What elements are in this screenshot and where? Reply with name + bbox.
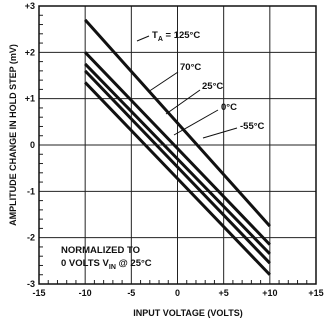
y-tick-label: +2 [25,47,35,57]
x-tick-label: 0 [175,288,180,298]
ann-125-value: = 125°C [163,30,200,41]
series-line-1 [84,18,271,228]
annotation-25: 25°C [165,81,223,115]
x-tick-label: +10 [262,288,277,298]
y-tick-label: +1 [25,94,35,104]
x-axis-title: INPUT VOLTAGE (VOLTS) [133,308,243,318]
norm-line-1: NORMALIZED TO [61,245,140,256]
plot-frame [38,5,317,285]
norm-line-2-sub: IN [109,264,116,271]
svg-text:0 VOLTS VIN @ 25°C: 0 VOLTS VIN @ 25°C [61,258,152,271]
x-tick-label: -10 [79,288,92,298]
series-line-2 [84,51,271,246]
ann-0-label: 0°C [221,102,237,113]
ann-minus55-label: -55°C [240,121,265,132]
norm-line-2b: @ 25°C [116,258,152,269]
y-tick-label: +3 [25,1,35,11]
series-line-5 [84,81,271,276]
tick-labels: -15 -10 -5 0 +5 +10 +15-3-2-10+1+2+3 [25,1,324,298]
series-group [84,18,271,276]
x-tick-label: -5 [127,288,135,298]
y-axis-title: AMPLITUDE CHANGE IN HOLD STEP (mV) [8,44,18,226]
norm-line-2a: 0 VOLTS V [61,258,110,269]
y-tick-label: -2 [27,233,35,243]
series-line-4 [84,69,271,265]
y-tick-label: -3 [27,279,35,289]
y-tick-label: 0 [30,140,35,150]
ann-125-sub: A [158,36,163,43]
annotation-70: 70°C [147,62,201,93]
annotation-125: TA = 125°C [136,30,200,43]
x-tick-label: +5 [219,288,229,298]
y-tick-label: -1 [27,186,35,196]
x-tick-label: -15 [32,288,45,298]
series-line-3 [84,62,271,255]
ann-70-label: 70°C [180,62,201,73]
ann-125-prefix: T [152,30,158,41]
ann-25-label: 25°C [202,81,223,92]
annotation-minus55: -55°C [202,121,265,139]
normalization-note: NORMALIZED TO 0 VOLTS VIN @ 25°C [61,245,152,271]
x-tick-label: +15 [308,288,323,298]
annotation-0: 0°C [173,102,237,136]
svg-text:TA = 125°C: TA = 125°C [152,30,200,43]
grid [38,5,317,285]
